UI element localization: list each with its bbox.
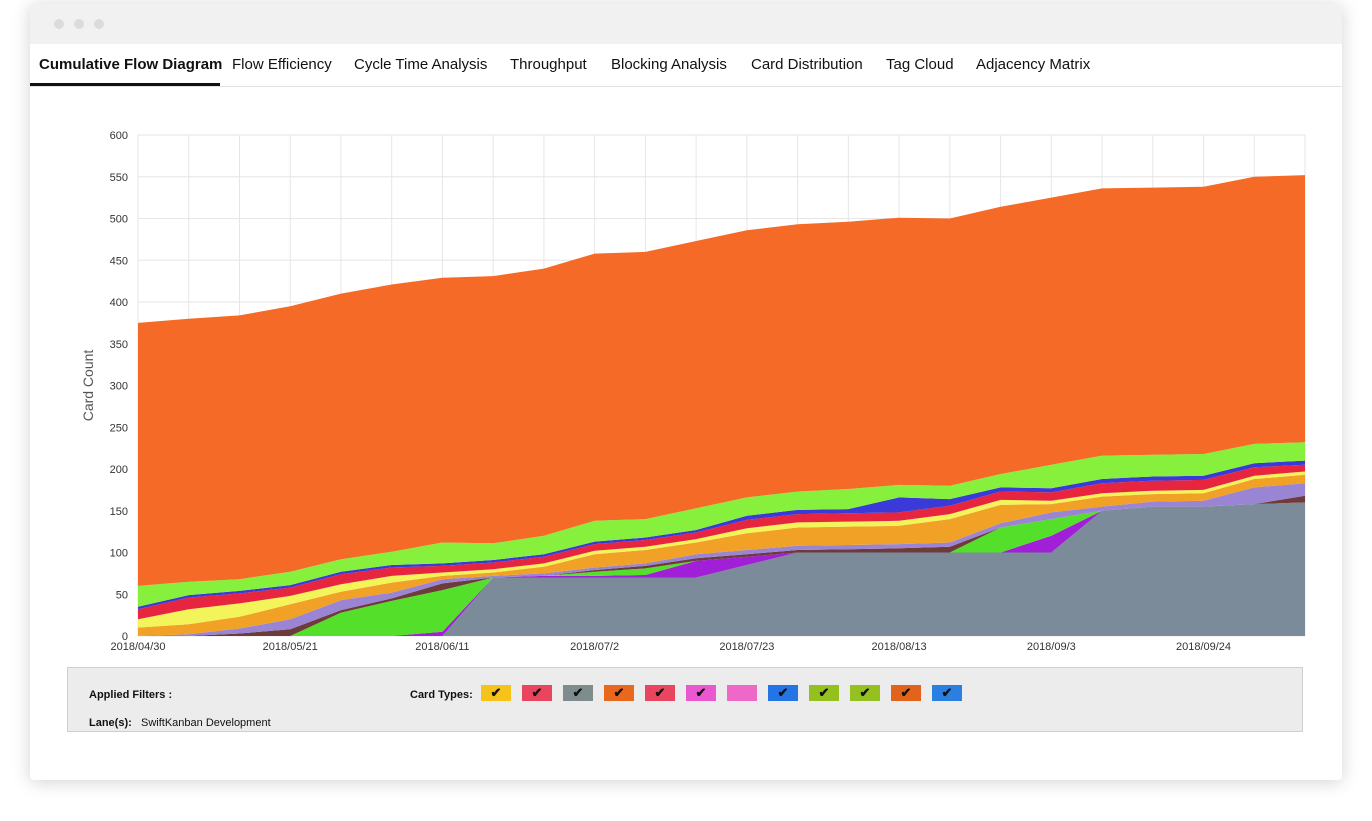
tab-flow-efficiency[interactable]: Flow Efficiency <box>232 56 332 73</box>
x-tick-label: 2018/09/3 <box>1027 641 1076 653</box>
card-type-checkbox[interactable]: ✔ <box>686 685 716 701</box>
card-type-checkbox[interactable]: ✔ <box>891 685 921 701</box>
y-tick-label: 550 <box>110 172 128 184</box>
tab-throughput[interactable]: Throughput <box>510 56 587 73</box>
series-area <box>138 502 1305 636</box>
card-type-checkbox[interactable]: ✔ <box>604 685 634 701</box>
x-tick-label: 2018/09/24 <box>1176 641 1231 653</box>
series-area <box>138 502 1305 636</box>
tab-card-distribution[interactable]: Card Distribution <box>751 56 863 73</box>
y-tick-label: 500 <box>110 214 128 226</box>
window-minimize-dot[interactable] <box>74 19 84 29</box>
card-types-label: Card Types: <box>410 689 473 701</box>
applied-filters-label: Applied Filters : <box>89 689 173 701</box>
x-tick-label: 2018/04/30 <box>110 641 165 653</box>
active-tab-indicator <box>30 83 220 86</box>
x-tick-label: 2018/07/23 <box>719 641 774 653</box>
y-tick-label: 350 <box>110 339 128 351</box>
series-area <box>138 483 1305 636</box>
card-type-checkbox[interactable]: ✔ <box>481 685 511 701</box>
card-type-checkbox[interactable] <box>727 685 757 701</box>
series-area <box>138 502 1305 636</box>
card-type-checkbox[interactable]: ✔ <box>645 685 675 701</box>
card-type-checkbox[interactable]: ✔ <box>768 685 798 701</box>
tab-cycle-time-analysis[interactable]: Cycle Time Analysis <box>354 56 488 73</box>
window-maximize-dot[interactable] <box>94 19 104 29</box>
y-tick-label: 0 <box>122 631 128 643</box>
series-area <box>138 471 1305 628</box>
y-tick-label: 250 <box>110 422 128 434</box>
tab-tag-cloud[interactable]: Tag Cloud <box>886 56 954 73</box>
window-close-dot[interactable] <box>54 19 64 29</box>
card-type-checkbox[interactable]: ✔ <box>563 685 593 701</box>
series-area <box>138 474 1305 636</box>
window-titlebar <box>30 4 1342 44</box>
y-tick-label: 50 <box>116 589 128 601</box>
tab-blocking-analysis[interactable]: Blocking Analysis <box>611 56 727 73</box>
series-area <box>138 442 1305 607</box>
y-tick-label: 200 <box>110 464 128 476</box>
card-type-checkbox[interactable]: ✔ <box>522 685 552 701</box>
x-tick-label: 2018/07/2 <box>570 641 619 653</box>
series-area <box>138 175 1305 586</box>
card-type-checkbox[interactable]: ✔ <box>850 685 880 701</box>
card-type-checkbox[interactable]: ✔ <box>809 685 839 701</box>
app-window: Cumulative Flow Diagram Flow Efficiency … <box>30 4 1342 780</box>
applied-filters-panel: Applied Filters : Card Types: Lane(s): S… <box>67 667 1303 732</box>
series-area <box>138 464 1305 620</box>
y-tick-label: 300 <box>110 381 128 393</box>
y-tick-label: 100 <box>110 548 128 560</box>
lanes-value: SwiftKanban Development <box>141 717 271 729</box>
lanes-label: Lane(s): <box>89 717 132 729</box>
tab-adjacency-matrix[interactable]: Adjacency Matrix <box>976 56 1091 73</box>
y-tick-label: 150 <box>110 506 128 518</box>
x-tick-label: 2018/06/11 <box>415 641 469 653</box>
analytics-tab-bar: Cumulative Flow Diagram Flow Efficiency … <box>30 44 1342 87</box>
y-tick-label: 450 <box>110 255 128 267</box>
cumulative-flow-chart: 0 50 100 150 200 250 300 350 400 450 500 550 600 2018… <box>80 130 1306 653</box>
card-type-checkbox[interactable]: ✔ <box>932 685 962 701</box>
y-tick-label: 400 <box>110 297 128 309</box>
x-tick-label: 2018/08/13 <box>872 641 927 653</box>
tab-cumulative-flow-diagram[interactable]: Cumulative Flow Diagram <box>39 56 223 73</box>
y-tick-label: 600 <box>110 130 128 142</box>
x-tick-label: 2018/05/21 <box>263 641 318 653</box>
y-axis-label: Card Count <box>80 350 96 422</box>
